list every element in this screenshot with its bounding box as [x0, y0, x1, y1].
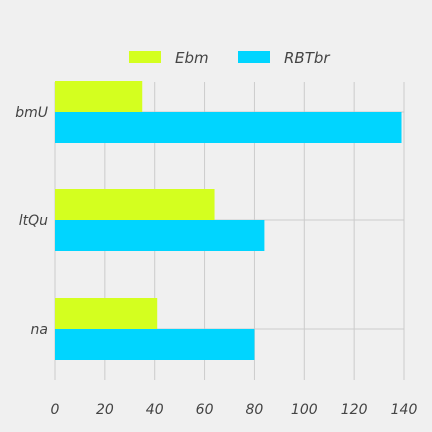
category-label-bmU: bmU	[15, 105, 48, 121]
bar-RBTbr-na	[55, 329, 255, 360]
legend-label-RBTbr: RBTbr	[284, 49, 330, 67]
bar-Ebm-na	[55, 298, 158, 329]
bar-Ebm-ltQu	[55, 189, 215, 220]
legend-label-Ebm: Ebm	[175, 49, 209, 67]
x-tick-label-80: 80	[246, 402, 264, 418]
x-tick-label-40: 40	[146, 402, 164, 418]
bars-layer	[55, 81, 402, 360]
x-tick-label-20: 20	[96, 402, 114, 418]
legend: Ebm RBTbr	[129, 49, 330, 67]
x-tick-label-100: 100	[291, 402, 318, 418]
legend-swatch-RBTbr	[238, 51, 270, 63]
bar-Ebm-bmU	[55, 81, 143, 112]
x-tick-label-120: 120	[341, 402, 368, 418]
legend-swatch-Ebm	[129, 51, 161, 63]
x-tick-label-60: 60	[196, 402, 214, 418]
bar-RBTbr-bmU	[55, 112, 402, 143]
x-tick-label-140: 140	[391, 402, 418, 418]
x-tick-label-0: 0	[51, 402, 60, 418]
category-label-na: na	[31, 322, 48, 338]
x-axis-ticks: 0 20 40 60 80 100 120 140	[51, 402, 418, 418]
bar-RBTbr-ltQu	[55, 220, 265, 251]
category-label-ltQu: ltQu	[19, 213, 48, 229]
category-labels: bmU ltQu na	[15, 105, 48, 338]
